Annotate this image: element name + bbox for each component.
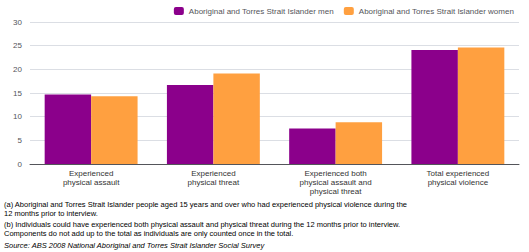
svg-text:physical threat: physical threat <box>188 178 240 187</box>
svg-text:Aboriginal and Torres Strait I: Aboriginal and Torres Strait Islander me… <box>189 7 334 16</box>
svg-text:Experienced: Experienced <box>69 169 113 178</box>
svg-text:Source: ABS 2008 National Abor: Source: ABS 2008 National Aboriginal and… <box>4 241 265 250</box>
svg-text:(a) Aboriginal and Torres Stra: (a) Aboriginal and Torres Strait Islande… <box>4 200 407 209</box>
svg-text:physical assault: physical assault <box>63 178 120 187</box>
svg-text:0: 0 <box>18 160 23 169</box>
svg-text:Components do not add up to th: Components do not add up to the total as… <box>4 229 293 238</box>
svg-text:(b) Individuals could have exp: (b) Individuals could have experienced b… <box>4 220 400 229</box>
svg-text:5: 5 <box>18 136 23 145</box>
svg-text:Experienced both: Experienced both <box>304 169 366 178</box>
svg-text:15: 15 <box>13 89 22 98</box>
svg-text:20: 20 <box>13 65 22 74</box>
svg-text:12 months prior to interview.: 12 months prior to interview. <box>4 209 98 218</box>
svg-text:10: 10 <box>13 112 22 121</box>
svg-text:Total experienced: Total experienced <box>427 169 490 178</box>
svg-text:physical assault and: physical assault and <box>300 178 372 187</box>
svg-text:physical threat: physical threat <box>310 187 362 196</box>
svg-text:25: 25 <box>13 41 22 50</box>
svg-text:Experienced: Experienced <box>191 169 235 178</box>
svg-text:Aboriginal and Torres Strait I: Aboriginal and Torres Strait Islander wo… <box>359 7 514 16</box>
svg-text:30: 30 <box>13 18 22 27</box>
svg-text:physical violence: physical violence <box>428 178 489 187</box>
